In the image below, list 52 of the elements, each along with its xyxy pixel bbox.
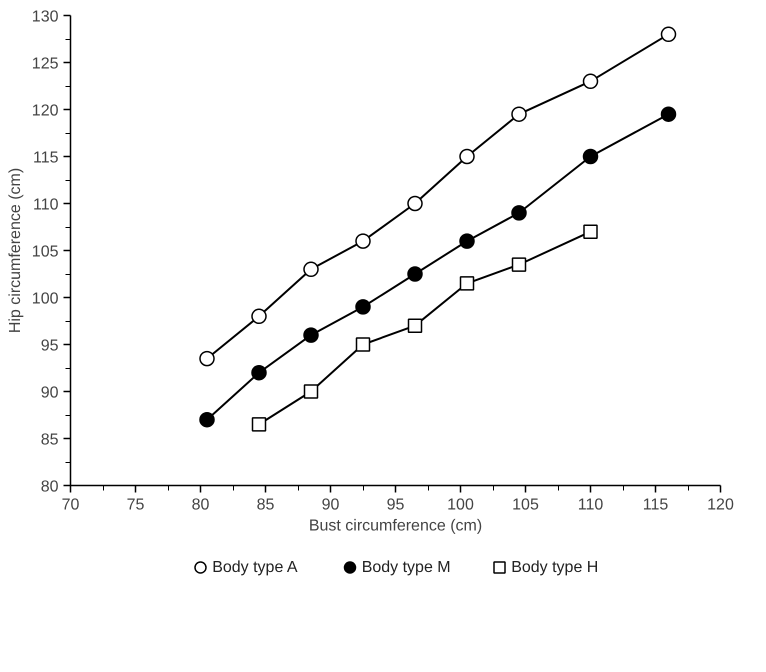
point [583,224,598,239]
point [582,148,598,164]
x-tick-label: 95 [386,496,404,514]
x-tick-label: 110 [578,496,604,514]
point [512,257,526,272]
point [407,266,423,282]
point [459,148,475,164]
y-tick-label: 125 [32,56,59,72]
point [459,233,475,249]
point [660,26,676,42]
point [199,350,215,366]
y-tick-label: 85 [40,432,59,448]
x-tick-label: 75 [126,496,144,514]
x-axis-title: Bust circumference (cm) [308,518,482,534]
point [511,205,527,221]
y-tick-label: 120 [32,102,59,120]
y-tick-label: 80 [40,478,59,496]
x-tick-label: 90 [322,496,340,514]
y-tick-label: 110 [32,196,59,214]
legend-label: Body type M [362,559,451,576]
x-tick-label: 70 [62,496,80,514]
y-tick-label: 105 [32,244,59,260]
y-tick-label: 115 [32,150,59,166]
point [511,106,527,122]
point [251,308,267,324]
point [355,299,371,315]
point [252,417,266,432]
x-tick-label: 115 [642,496,668,514]
point [356,337,370,352]
point [304,384,318,399]
y-axis-title: Hip circumference (cm) [6,168,24,334]
point [408,318,422,333]
x-tick-label: 80 [192,496,210,514]
y-tick-label: 90 [40,384,59,402]
point [303,262,319,278]
y-tick-label: 100 [32,290,59,308]
point [251,364,267,380]
point [199,412,215,428]
y-tick-label: 130 [32,8,59,26]
point [407,196,423,212]
point [303,327,319,343]
point [660,106,676,122]
x-tick-label: 120 [707,496,734,514]
point [355,233,371,249]
point [582,74,598,90]
x-tick-label: 85 [256,496,274,514]
x-tick-label: 105 [512,496,539,514]
legend-label: Body type H [511,559,598,576]
legend-label: Body type A [212,559,298,576]
x-tick-label: 100 [447,496,474,514]
point [460,276,474,291]
y-tick-label: 95 [40,338,59,354]
